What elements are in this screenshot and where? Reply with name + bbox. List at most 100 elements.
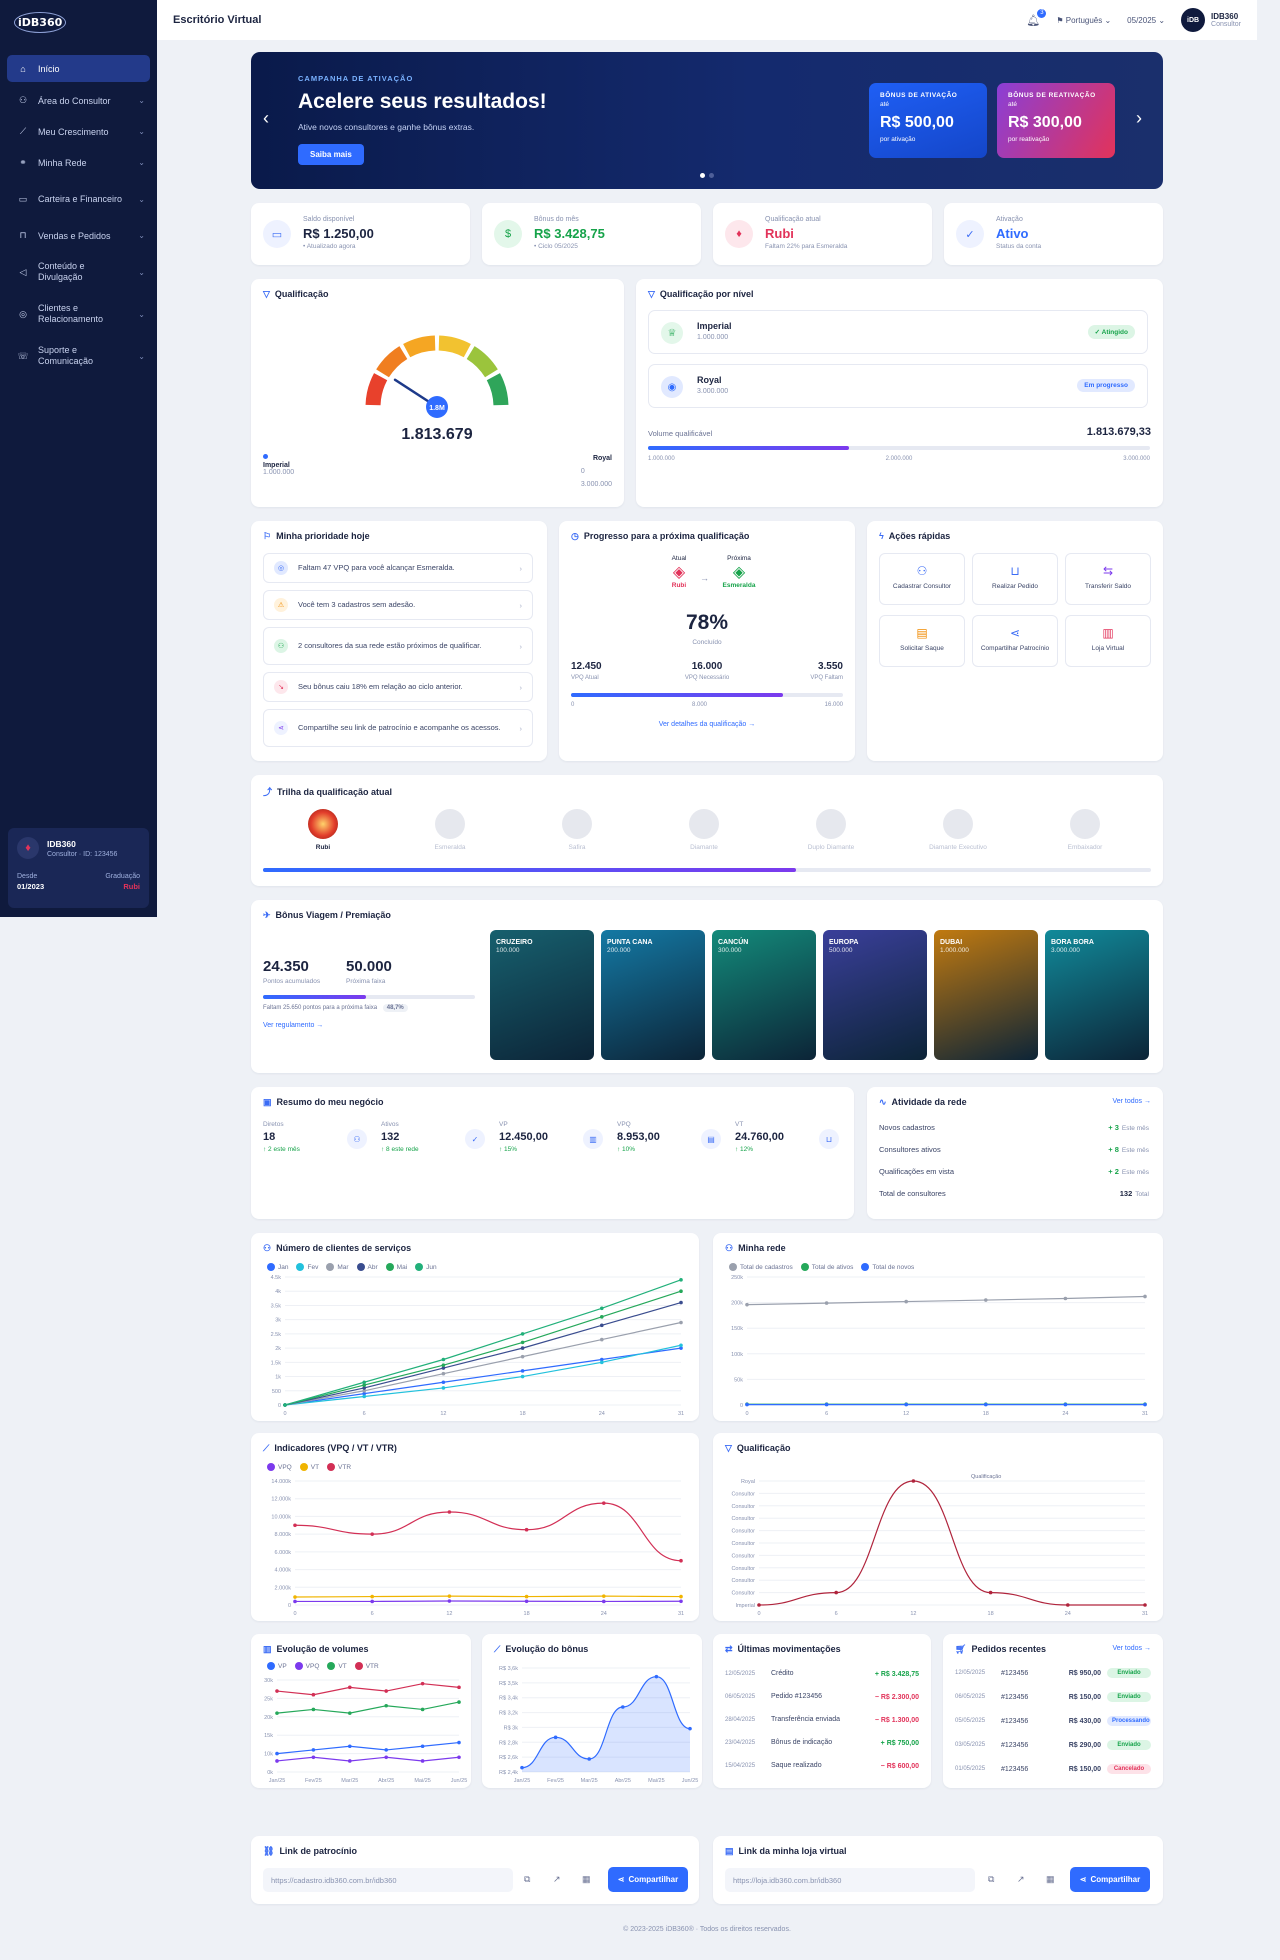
destination-card[interactable]: DUBAI 1.000.000 [934,930,1038,1060]
legend-item[interactable]: Total de ativos [800,1263,853,1271]
priority-item[interactable]: ⋖ Compartilhe seu link de patrocínio e ac… [263,709,533,747]
transaction-row[interactable]: 28/04/2025 Transferência enviada − R$ 1.30… [725,1716,919,1724]
logo[interactable]: iDB360 [0,0,157,52]
destination-card[interactable]: CANCÚN 300.000 [712,930,816,1060]
chevron-right-icon[interactable]: › [1136,108,1142,128]
quick-action-cart[interactable]: ⊔ Realizar Pedido [972,553,1058,605]
legend-item[interactable]: VTR [354,1662,379,1670]
regulation-link[interactable]: Ver regulamento → [263,1022,324,1029]
language-select[interactable]: ⚑ Português ⌄ [1056,16,1111,25]
trail-step[interactable]: Embaixador [1055,809,1115,851]
qr-code-icon[interactable]: ▦ [1046,1874,1055,1884]
trail-step[interactable]: Rubi [293,809,353,851]
legend-item[interactable]: Mai [385,1263,407,1271]
transaction-row[interactable]: 15/04/2025 Saque realizado − R$ 600,00 [725,1762,919,1770]
transaction-row[interactable]: 23/04/2025 Bônus de indicação + R$ 750,00 [725,1739,919,1747]
legend-item[interactable]: Total de cadastros [729,1263,793,1271]
notification-bell-icon[interactable]: 🔔︎ 3 [1026,8,1047,27]
order-row[interactable]: 01/05/2025 #123456 R$ 150,00 Cancelado [955,1764,1151,1774]
sidebar-item-clientes-e-relacionamento[interactable]: ◎ Clientes e Relacionamento ⌄ [0,293,157,335]
transaction-row[interactable]: 06/05/2025 Pedido #123456 − R$ 2.300,00 [725,1693,919,1701]
copy-icon[interactable]: ⧉ [988,1874,995,1884]
trail-step[interactable]: Duplo Diamante [801,809,861,851]
legend-item[interactable]: VTR [327,1463,351,1471]
trail-step[interactable]: Esmeralda [420,809,480,851]
sidebar-item-label: Clientes e Relacionamento [38,303,104,324]
destination-name: CANCÚN [718,939,749,946]
level-row[interactable]: ◉ Royal 3.000.000 Em progresso [648,364,1148,408]
legend-item[interactable]: VT [327,1662,347,1670]
external-link-icon[interactable]: ↗ [1017,1874,1025,1884]
sidebar-item--rea-do-consultor[interactable]: ⚇ Área do Consultor ⌄ [0,85,157,116]
legend-item[interactable]: Abr [356,1263,378,1271]
sponsor-link-input[interactable]: https://cadastro.idb360.com.br/idb360 [263,1868,513,1892]
view-all-link[interactable]: Ver todos → [1112,1645,1151,1652]
sidebar-item-meu-crescimento[interactable]: ⟋ Meu Crescimento ⌄ [0,116,157,147]
sidebar-item-in-cio[interactable]: ⌂ Início [7,55,150,82]
share-sponsor-button[interactable]: ⋖ Compartilhar [608,1867,688,1892]
quick-action-store[interactable]: ▥ Loja Virtual [1065,615,1151,667]
quick-action-share[interactable]: ⋖ Compartilhar Patrocínio [972,615,1058,667]
trail-step[interactable]: Diamante [674,809,734,851]
qr-code-icon[interactable]: ▦ [582,1874,591,1884]
indicators-line-chart: 0 2.000k 4.000k 6.000k 8.000k 10.000k 12.000k 1… [271,1479,684,1617]
sidebar-item-suporte-e-comunica-o[interactable]: ☏ Suporte e Comunicação ⌄ [0,335,157,377]
chevron-down-icon: ⌄ [138,267,145,277]
y-tick-label: 200k [731,1301,743,1307]
quick-action-user-plus[interactable]: ⚇ Cadastrar Consultor [879,553,965,605]
level-row[interactable]: ♕ Imperial 1.000.000 ✓ Atingido [648,310,1148,354]
legend-item[interactable]: Jun [415,1263,437,1271]
stat-sub: Status da conta [996,243,1042,250]
destination-card[interactable]: CRUZEIRO 100.000 [490,930,594,1060]
trail-step[interactable]: Diamante Executivo [928,809,988,851]
order-row[interactable]: 03/05/2025 #123456 R$ 290,00 Enviado [955,1740,1151,1750]
y-tick-label: R$ 3,2k [499,1711,518,1717]
order-date: 01/05/2025 [955,1766,986,1772]
qualification-details-link[interactable]: Ver detalhes da qualificação → [658,721,756,728]
legend-item[interactable]: VPQ [267,1463,292,1471]
priority-item[interactable]: ⚠ Você tem 3 cadastros sem adesão. › [263,590,533,620]
legend-item[interactable]: Jan [267,1263,288,1271]
gauge-badge: 1.8M [429,405,445,412]
order-row[interactable]: 12/05/2025 #123456 R$ 950,00 Enviado [955,1668,1151,1678]
quick-action-transfer[interactable]: ⇆ Transferir Saldo [1065,553,1151,605]
destination-card[interactable]: PUNTA CANA 200.000 [601,930,705,1060]
user-icon: ⚇ [18,95,28,105]
network-chart-card: ⚇ Minha rede Total de cadastros Total de a… [713,1233,1163,1421]
chevron-left-icon[interactable]: ‹ [263,108,269,128]
priority-item[interactable]: ↘ Seu bônus caiu 18% em relação ao ciclo … [263,672,533,702]
legend-item[interactable]: Fev [296,1263,318,1271]
sidebar-item-carteira-e-financeiro[interactable]: ▭ Carteira e Financeiro ⌄ [0,178,157,220]
legend-item[interactable]: VP [267,1662,287,1670]
card-title: ✈ Bônus Viagem / Premiação [263,910,391,920]
sidebar-item-vendas-e-pedidos[interactable]: ⊓ Vendas e Pedidos ⌄ [0,220,157,251]
legend-item[interactable]: Mar [326,1263,349,1271]
external-link-icon[interactable]: ↗ [553,1874,561,1884]
priority-item[interactable]: ◎ Faltam 47 VPQ para você alcançar Esmera… [263,553,533,583]
carousel-dots[interactable] [700,173,714,178]
sidebar-item-minha-rede[interactable]: ⚭ Minha Rede ⌄ [0,147,157,178]
learn-more-button[interactable]: Saiba mais [298,144,364,165]
quick-action-cash[interactable]: ▤ Solicitar Saque [879,615,965,667]
legend-item[interactable]: VT [299,1463,319,1471]
trail-step[interactable]: Safira [547,809,607,851]
destination-card[interactable]: BORA BORA 3.000.000 [1045,930,1149,1060]
destination-card[interactable]: EUROPA 500.000 [823,930,927,1060]
transaction-row[interactable]: 12/05/2025 Crédito + R$ 3.428,75 [725,1670,919,1678]
vpq-value: 3.550 [817,661,843,672]
order-row[interactable]: 05/05/2025 #123456 R$ 430,00 Processando [955,1716,1151,1726]
sidebar-item-conte-do-e-divulga-o[interactable]: ◁ Conteúdo e Divulgação ⌄ [0,251,157,293]
legend-item[interactable]: VPQ [294,1662,319,1670]
copy-icon[interactable]: ⧉ [524,1874,531,1884]
legend-item[interactable]: Total de novos [861,1263,914,1271]
user-check-icon: ✓ [956,220,984,248]
order-row[interactable]: 06/05/2025 #123456 R$ 150,00 Enviado [955,1692,1151,1702]
stat-value: R$ 1.250,00 [303,226,374,241]
period-select[interactable]: 05/2025 ⌄ [1127,16,1165,25]
store-link-input[interactable]: https://loja.idb360.com.br/idb360 [725,1868,975,1892]
user-card[interactable]: ♦ IDB360 Consultor · ID: 123456 Desde Gra… [8,828,149,908]
view-all-link[interactable]: Ver todos → [1112,1098,1151,1105]
priority-item[interactable]: ⚇ 2 consultores da sua rede estão próximo… [263,627,533,665]
user-menu[interactable]: iDB IDB360 Consultor [1181,8,1241,32]
share-store-button[interactable]: ⋖ Compartilhar [1070,1867,1150,1892]
